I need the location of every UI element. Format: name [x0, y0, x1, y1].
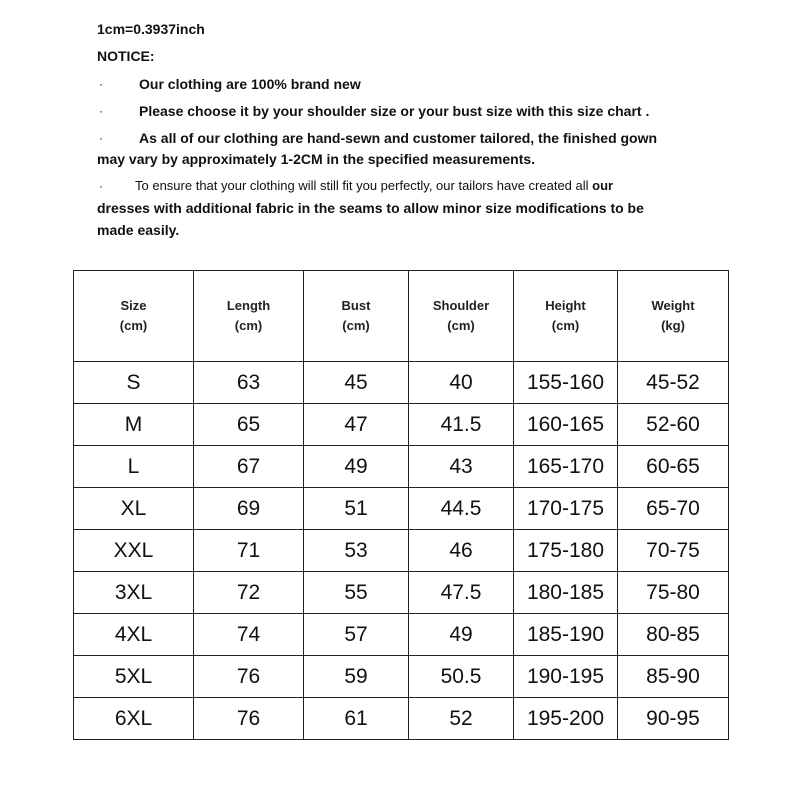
cell-bust: 61: [303, 697, 409, 740]
cell-size: S: [73, 361, 194, 404]
cell-size: L: [73, 445, 194, 488]
table-row: 4XL 74 57 49 185-190 80-85: [73, 613, 729, 656]
cell-size: 4XL: [73, 613, 194, 656]
cell-bust: 47: [303, 403, 409, 446]
cell-length: 76: [193, 655, 304, 698]
cell-length: 69: [193, 487, 304, 530]
cell-bust: 57: [303, 613, 409, 656]
header-weight: Weight (kg): [617, 270, 729, 362]
table-row: 5XL 76 59 50.5 190-195 85-90: [73, 655, 729, 698]
header-length: Length (cm): [193, 270, 304, 362]
table-row: L 67 49 43 165-170 60-65: [73, 445, 729, 488]
cell-length: 76: [193, 697, 304, 740]
cell-shoulder: 49: [408, 613, 514, 656]
cell-weight: 65-70: [617, 487, 729, 530]
header-height: Height (cm): [513, 270, 618, 362]
cell-weight: 70-75: [617, 529, 729, 572]
cell-bust: 59: [303, 655, 409, 698]
header-bust: Bust (cm): [303, 270, 409, 362]
cell-size: 6XL: [73, 697, 194, 740]
header-row: Size (cm) Length (cm) Bust (cm) Shoulder (cm…: [73, 270, 729, 362]
notice-4-end: made easily.: [97, 222, 180, 238]
cell-bust: 45: [303, 361, 409, 404]
cell-weight: 60-65: [617, 445, 729, 488]
cell-weight: 45-52: [617, 361, 729, 404]
cell-bust: 53: [303, 529, 409, 572]
cell-length: 74: [193, 613, 304, 656]
cell-size: M: [73, 403, 194, 446]
notice-4-cont: dresses with additional fabric in the se…: [97, 200, 644, 216]
cell-height: 180-185: [513, 571, 618, 614]
cell-shoulder: 44.5: [408, 487, 514, 530]
notice-4-text: To ensure that your clothing will still …: [135, 178, 589, 193]
notice-3: As all of our clothing are hand-sewn and…: [139, 130, 658, 146]
notice-1: Our clothing are 100% brand new: [139, 76, 361, 92]
cell-length: 63: [193, 361, 304, 404]
table-row: XL 69 51 44.5 170-175 65-70: [73, 487, 729, 530]
cell-weight: 80-85: [617, 613, 729, 656]
table-row: 3XL 72 55 47.5 180-185 75-80: [73, 571, 729, 614]
cell-height: 160-165: [513, 403, 618, 446]
cell-size: XXL: [73, 529, 194, 572]
size-chart-table: Size (cm) Length (cm) Bust (cm) Shoulder (cm…: [73, 270, 729, 740]
notice-3-cont: may vary by approximately 1-2CM in the s…: [97, 151, 536, 167]
table-row: XXL 71 53 46 175-180 70-75: [73, 529, 729, 572]
cell-height: 185-190: [513, 613, 618, 656]
cell-weight: 85-90: [617, 655, 729, 698]
bullet: ·: [99, 131, 103, 145]
notice-4-bold: our: [592, 178, 614, 193]
cell-shoulder: 50.5: [408, 655, 514, 698]
cell-height: 165-170: [513, 445, 618, 488]
cell-shoulder: 43: [408, 445, 514, 488]
cell-weight: 90-95: [617, 697, 729, 740]
bullet: ·: [99, 77, 103, 91]
cell-shoulder: 41.5: [408, 403, 514, 446]
table-row: S 63 45 40 155-160 45-52: [73, 361, 729, 404]
table-row: M 65 47 41.5 160-165 52-60: [73, 403, 729, 446]
cell-bust: 55: [303, 571, 409, 614]
header-size: Size (cm): [73, 270, 194, 362]
cell-shoulder: 52: [408, 697, 514, 740]
cell-size: 3XL: [73, 571, 194, 614]
cell-length: 67: [193, 445, 304, 488]
cell-shoulder: 47.5: [408, 571, 514, 614]
cell-height: 170-175: [513, 487, 618, 530]
cell-bust: 49: [303, 445, 409, 488]
notice-2: Please choose it by your shoulder size o…: [139, 103, 650, 119]
cell-height: 190-195: [513, 655, 618, 698]
cell-weight: 75-80: [617, 571, 729, 614]
cell-size: 5XL: [73, 655, 194, 698]
cell-shoulder: 46: [408, 529, 514, 572]
cell-length: 65: [193, 403, 304, 446]
cell-length: 71: [193, 529, 304, 572]
bullet: ·: [99, 104, 103, 118]
cell-shoulder: 40: [408, 361, 514, 404]
cell-bust: 51: [303, 487, 409, 530]
notice-4: To ensure that your clothing will still …: [135, 178, 613, 193]
bullet: ·: [99, 179, 103, 193]
header-shoulder: Shoulder (cm): [408, 270, 514, 362]
cell-height: 175-180: [513, 529, 618, 572]
cell-size: XL: [73, 487, 194, 530]
cell-height: 195-200: [513, 697, 618, 740]
conversion-note: 1cm=0.3937inch: [97, 21, 205, 37]
notice-title: NOTICE:: [97, 48, 155, 64]
cell-height: 155-160: [513, 361, 618, 404]
cell-weight: 52-60: [617, 403, 729, 446]
cell-length: 72: [193, 571, 304, 614]
table-row: 6XL 76 61 52 195-200 90-95: [73, 697, 729, 740]
